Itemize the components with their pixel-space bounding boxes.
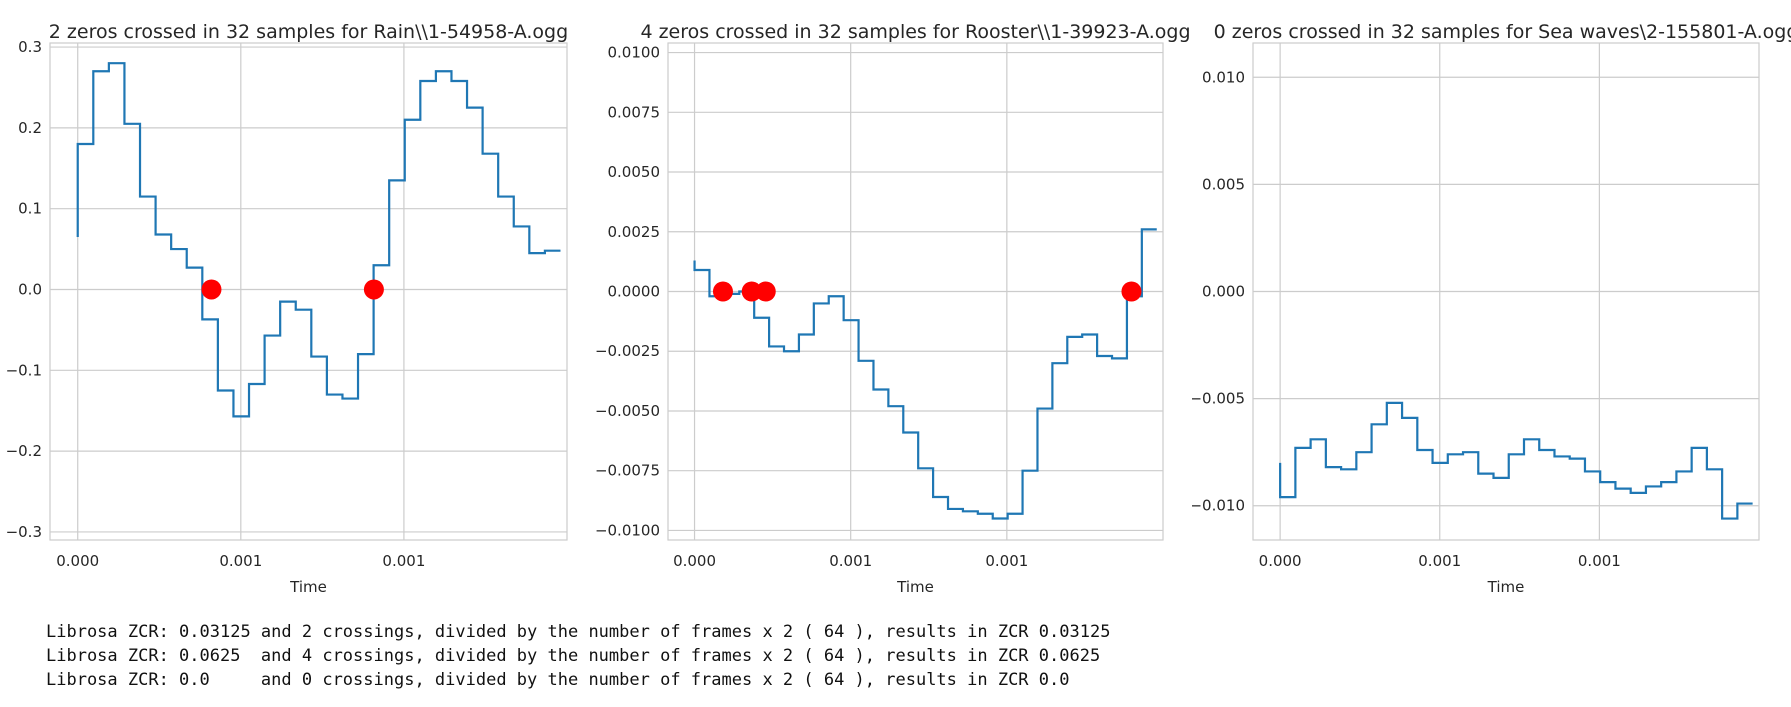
rooster-xtick-label: 0.001	[985, 552, 1028, 570]
rain-ytick-label: 0.3	[18, 38, 42, 56]
rain-ytick-label: −0.3	[6, 523, 42, 541]
rooster-ytick-label: 0.0025	[608, 223, 661, 241]
rain-zero-crossing-marker	[363, 279, 384, 300]
sea-waves-ytick-label: 0.000	[1202, 283, 1245, 301]
chart-rain: −0.3 −0.2 −0.1 0.0 0.1 0.2 0.3 0.000 0.001 0.001 T…	[0, 0, 600, 600]
rooster-signal-line	[693, 228, 1157, 520]
rooster-zero-crossing-marker	[755, 281, 776, 302]
sea-waves-xtick-label: 0.001	[1418, 552, 1461, 570]
rain-ytick-label: −0.2	[6, 442, 42, 460]
rain-ytick-label: 0.2	[18, 119, 42, 137]
rooster-ytick-label: 0.0100	[608, 44, 661, 62]
rain-x-axis-label: Time	[289, 578, 327, 596]
sea-waves-ytick-label: −0.005	[1192, 390, 1245, 408]
rooster-ytick-label: −0.0050	[596, 402, 660, 420]
rooster-ytick-label: −0.0100	[596, 521, 660, 539]
rain-signal-line	[76, 62, 561, 418]
chart-rooster-svg: −0.0100 −0.0075 −0.0050 −0.0025 0.0000 0.0025…	[596, 21, 1191, 596]
sea-waves-x-axis-label: Time	[1487, 578, 1525, 596]
sea-waves-plot-frame	[1252, 42, 1760, 541]
rooster-ytick-label: 0.0075	[608, 103, 661, 121]
rooster-x-axis-label: Time	[896, 578, 934, 596]
zcr-log-output: Librosa ZCR: 0.03125 and 2 crossings, di…	[46, 620, 1110, 692]
chart-sea-waves-svg: −0.010 −0.005 0.000 0.005 0.010 0.000 0.001 0.0…	[1192, 21, 1791, 596]
log-line-sea-waves: Librosa ZCR: 0.0 and 0 crossings, divide…	[46, 670, 1070, 690]
sea-waves-xtick-label: 0.000	[1259, 552, 1302, 570]
sea-waves-xtick-label: 0.001	[1578, 552, 1621, 570]
rain-zero-crossing-marker	[201, 279, 222, 300]
sea-waves-chart-title: 0 zeros crossed in 32 samples for Sea wa…	[1214, 21, 1791, 43]
rooster-xtick-label: 0.001	[829, 552, 872, 570]
rooster-zero-crossing-marker	[712, 281, 733, 302]
rain-ytick-label: 0.0	[18, 280, 42, 298]
log-line-rain: Librosa ZCR: 0.03125 and 2 crossings, di…	[46, 622, 1111, 642]
rooster-zero-crossing-marker	[741, 281, 762, 302]
sea-waves-signal-line	[1279, 401, 1753, 520]
sea-waves-ytick-label: 0.005	[1202, 175, 1245, 193]
sea-waves-ytick-label: 0.010	[1202, 68, 1245, 86]
rooster-ytick-label: −0.0025	[596, 342, 660, 360]
log-line-rooster: Librosa ZCR: 0.0625 and 4 crossings, div…	[46, 646, 1101, 666]
rooster-xtick-label: 0.000	[673, 552, 716, 570]
rooster-chart-title: 4 zeros crossed in 32 samples for Rooste…	[640, 21, 1190, 43]
rain-ytick-label: −0.1	[6, 361, 42, 379]
chart-rain-svg: −0.3 −0.2 −0.1 0.0 0.1 0.2 0.3 0.000 0.001 0.001 T…	[6, 21, 569, 596]
sea-waves-ytick-label: −0.010	[1192, 497, 1245, 515]
rain-ytick-label: 0.1	[18, 200, 42, 218]
rooster-zero-crossing-marker	[1121, 281, 1142, 302]
rain-xtick-label: 0.001	[382, 552, 425, 570]
rooster-ytick-label: 0.0050	[608, 163, 661, 181]
rain-xtick-label: 0.000	[56, 552, 99, 570]
chart-sea-waves: −0.010 −0.005 0.000 0.005 0.010 0.000 0.001 0.0…	[1192, 0, 1791, 600]
rooster-ytick-label: 0.0000	[608, 283, 661, 301]
rain-plot-frame	[49, 42, 568, 541]
rain-xtick-label: 0.001	[219, 552, 262, 570]
rooster-plot-frame	[667, 42, 1164, 541]
rooster-ytick-label: −0.0075	[596, 462, 660, 480]
chart-rooster: −0.0100 −0.0075 −0.0050 −0.0025 0.0000 0.0025…	[596, 0, 1196, 600]
rain-chart-title: 2 zeros crossed in 32 samples for Rain\\…	[49, 21, 568, 43]
